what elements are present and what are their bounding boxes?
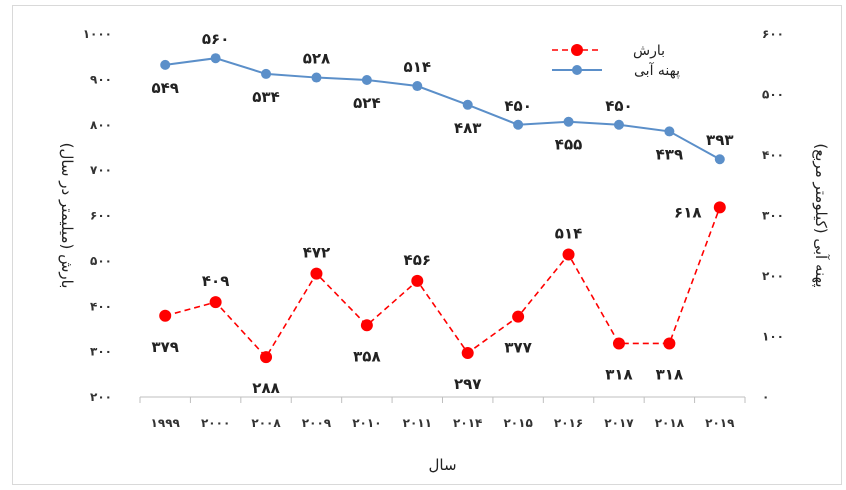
water-data-label: ۴۵۵ [555,136,582,154]
rain-point [360,319,373,332]
water-data-label: ۴۵۰ [504,97,531,115]
x-tick-label: ۱۹۹۹ [151,416,181,430]
rain-data-label: ۲۸۸ [252,379,279,397]
rain-point [260,351,273,364]
water-data-label: ۵۶۰ [202,30,229,48]
water-data-label: ۵۱۴ [404,58,431,76]
water-data-label: ۵۳۴ [252,88,279,106]
right-y-tick-label: ۲۰۰ [762,269,784,283]
rain-point [562,248,575,261]
water-point [261,68,272,79]
water-point [160,59,171,70]
water-data-label: ۴۵۰ [605,97,632,115]
water-data-label: ۵۴۹ [151,79,178,97]
rain-data-label: ۳۵۸ [353,347,380,365]
water-data-label: ۳۹۳ [706,131,733,149]
rain-data-label: ۲۹۷ [454,375,481,393]
water-data-label: ۴۸۳ [454,119,481,137]
legend-label-water: پهنه آبی [634,62,680,79]
water-point [462,99,473,110]
right-y-tick-label: ۴۰۰ [762,148,784,162]
rain-point [461,346,474,359]
water-point [513,119,524,130]
x-tick-label: ۲۰۱۷ [604,416,634,430]
right-y-tick-label: ۰ [762,390,769,404]
rain-point [159,309,172,322]
x-tick-label: ۲۰۱۵ [503,416,532,430]
rain-data-label: ۶۱۸ [674,203,701,221]
legend-label-rain: بارش [633,43,665,59]
x-tick-label: ۲۰۱۶ [554,416,583,430]
x-tick-label: ۲۰۰۸ [251,416,281,430]
right-y-axis-title: پهنه آبی (کیلومتر مربع) [811,143,830,287]
left-y-tick-label: ۹۰۰ [90,72,112,86]
rain-point [713,201,726,214]
rain-point [663,337,676,350]
left-y-tick-label: ۵۰۰ [90,254,112,268]
rain-data-label: ۳۷۷ [504,339,531,357]
rain-point [612,337,625,350]
x-tick-label: ۲۰۱۱ [403,416,432,430]
left-y-tick-label: ۶۰۰ [90,209,112,223]
rain-data-label: ۳۱۸ [605,365,632,383]
right-y-tick-label: ۵۰۰ [762,88,784,102]
series-line-water [165,57,721,161]
water-data-label: ۵۲۴ [353,94,380,112]
water-point [210,53,221,64]
x-tick-label: ۲۰۱۹ [705,416,735,430]
rain-data-label: ۳۱۸ [656,365,683,383]
rain-point [310,267,323,280]
right-y-tick-label: ۶۰۰ [762,27,784,41]
rain-data-label: ۴۷۲ [303,244,330,262]
x-tick-label: ۲۰۱۴ [453,416,482,430]
water-point [311,72,322,83]
series-line-rain [164,207,721,359]
water-point [412,81,423,92]
x-tick-label: ۲۰۱۸ [655,416,685,430]
rain-point [209,296,222,309]
water-data-label: ۵۲۸ [303,50,330,68]
right-y-tick-label: ۱۰۰ [762,330,784,344]
left-y-tick-label: ۱۰۰۰ [83,27,112,41]
rain-data-label: ۵۱۴ [555,225,582,243]
water-point [361,74,372,85]
left-y-tick-label: ۷۰۰ [90,163,112,177]
x-axis-title: سال [428,456,456,474]
x-tick-label: ۲۰۱۰ [352,416,381,430]
legend-marker-rain [571,44,583,56]
left-y-axis-title: بارش (میلیمتر در سال) [58,143,76,289]
water-data-label: ۴۳۹ [656,145,683,163]
water-point [613,119,624,130]
left-y-tick-label: ۳۰۰ [90,345,112,359]
right-y-tick-label: ۳۰۰ [762,209,784,223]
rain-point [512,310,525,323]
water-point [563,116,574,127]
x-tick-label: ۲۰۰۹ [302,416,332,430]
water-point [714,154,725,165]
legend-marker-water [572,65,582,75]
rain-point [411,274,424,287]
x-tick-label: ۲۰۰۰ [201,416,230,430]
rain-data-label: ۴۰۹ [202,272,229,290]
left-y-tick-label: ۸۰۰ [90,118,112,132]
left-y-tick-label: ۴۰۰ [90,299,112,313]
water-point [664,126,675,137]
left-y-tick-label: ۲۰۰ [90,390,112,404]
rain-data-label: ۳۷۹ [151,338,178,356]
chart-frame [12,5,842,485]
rain-data-label: ۴۵۶ [404,251,431,269]
